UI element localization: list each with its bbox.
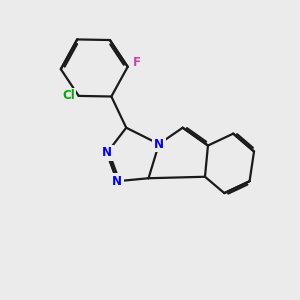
Text: N: N (154, 138, 164, 151)
Text: F: F (133, 56, 141, 69)
Text: N: N (102, 146, 112, 160)
Text: N: N (112, 175, 122, 188)
Text: Cl: Cl (62, 89, 75, 102)
